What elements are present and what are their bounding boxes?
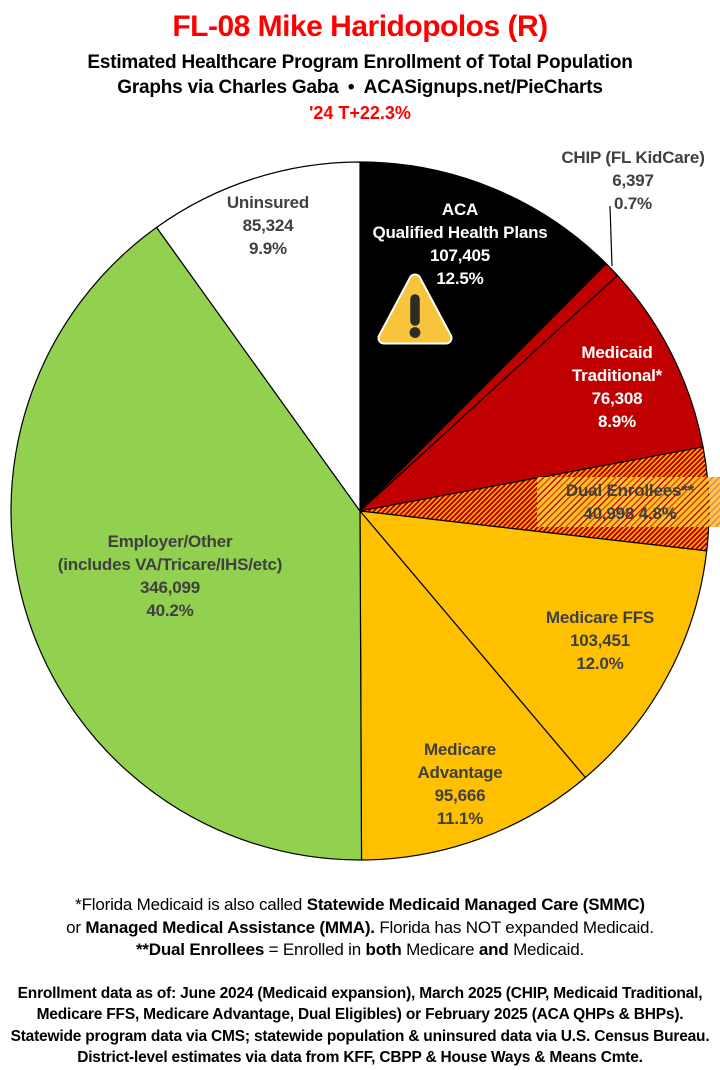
credit-line: Graphs via Charles Gaba • ACASignups.net… [117,77,603,98]
pie-slice-7 [156,161,361,512]
footnote-bold-text: and [478,940,509,959]
pie-slice-0 [359,161,607,512]
footnote-text: Medicare [401,940,479,959]
pie-slice-5 [359,510,586,861]
pie-slice-4 [359,510,708,779]
footnote-line: *Florida Medicaid is also called Statewi… [0,894,720,917]
source-line: Enrollment data as of: June 2024 (Medica… [17,985,703,1002]
footnote-line: **Dual Enrollees = Enrolled in both Medi… [0,939,720,962]
pie-slice-2 [359,274,704,512]
footnote-block: *Florida Medicaid is also called Statewi… [0,894,720,962]
footnote-text: Florida has NOT expanded Medicaid. [374,917,654,937]
page-title: FL-08 Mike Haridopolos (R) [172,10,548,43]
pie-slices [10,161,710,861]
subtitle: Estimated Healthcare Program Enrollment … [87,52,633,73]
source-line: Statewide program data via CMS; statewid… [10,1027,710,1045]
footnote-text: = Enrolled in [264,940,366,959]
footnote-bold-text: Statewide Medicaid Managed Care (SMMC) [306,895,645,914]
header: FL-08 Mike Haridopolos (R) Estimated Hea… [0,0,720,124]
pie-slice-6 [10,226,363,861]
source-line: District-level estimates via data from K… [77,1048,643,1066]
footnote-text: or [66,917,86,937]
trend-line: '24 T+22.3% [309,103,411,123]
footnote-text: *Florida Medicaid is also called [75,895,307,914]
footnote-text: Medicaid. [508,940,585,959]
footnote-bold-text: both [365,940,402,959]
footnote-bold-text: **Dual Enrollees [135,940,265,959]
source-note: Enrollment data as of: June 2024 (Medica… [0,983,720,1068]
footnote-line: or Managed Medical Assistance (MMA). Flo… [0,917,720,940]
warning-icon [377,273,453,345]
footnote-bold-text: Managed Medical Assistance (MMA). [85,917,375,937]
source-line: Medicare FFS, Medicare Advantage, Dual E… [36,1006,684,1024]
chip-leader-line [609,205,613,267]
